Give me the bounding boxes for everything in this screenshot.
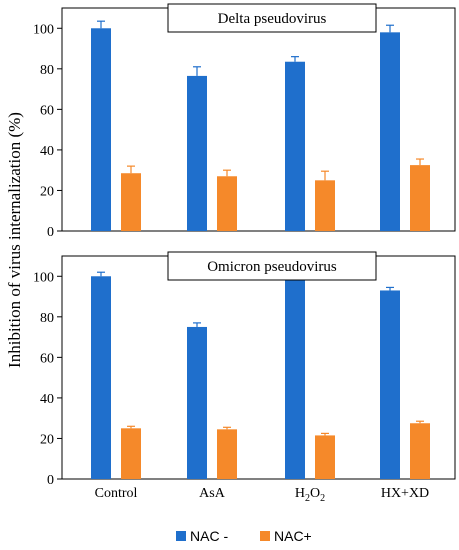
panel-title: Delta pseudovirus — [218, 11, 327, 27]
x-tick-label: Control — [95, 486, 138, 501]
x-axis-labels: Control AsA H2O2 HX+XD — [95, 486, 430, 504]
bar-nac-plus — [410, 423, 430, 479]
x-tick-label-part: H — [295, 486, 305, 501]
y-tick-label: 100 — [33, 22, 54, 37]
y-tick-label: 20 — [40, 184, 54, 199]
y-tick-label: 80 — [40, 63, 54, 78]
bar-nac-minus — [91, 28, 111, 231]
bar-nac-minus — [380, 32, 400, 232]
panel-title-box — [167, 3, 377, 33]
bar-nac-plus — [315, 180, 335, 231]
bar-nac-minus — [285, 61, 305, 231]
panel-title: Omicron pseudovirus — [207, 259, 337, 275]
bar-nac-minus — [380, 290, 400, 479]
y-tick-label: 60 — [40, 351, 54, 366]
bar-nac-minus — [187, 326, 207, 479]
bar-nac-plus — [121, 173, 141, 231]
x-tick-label-part: 2 — [320, 493, 325, 504]
legend-label: NAC - — [190, 528, 228, 544]
bar-nac-plus — [121, 428, 141, 479]
legend-swatch — [260, 531, 270, 541]
y-tick-label: 20 — [40, 432, 54, 447]
bar-nac-minus — [285, 280, 305, 479]
x-tick-label: HX+XD — [381, 486, 429, 501]
panel-title-box — [167, 251, 377, 281]
y-tick-label: 60 — [40, 103, 54, 118]
x-tick-label: H2O2 — [295, 486, 325, 504]
y-tick-label: 100 — [33, 270, 54, 285]
x-tick-label-part: O — [310, 486, 320, 501]
y-tick-label: 80 — [40, 311, 54, 326]
x-tick-label-part: 2 — [305, 493, 310, 504]
legend-label: NAC+ — [274, 528, 312, 544]
y-tick-label: 0 — [47, 225, 54, 240]
y-axis-title: Inhibition of virus internalization (%) — [5, 112, 24, 368]
y-tick-label: 40 — [40, 144, 54, 159]
panel-delta: 0 20 40 60 80 100 Delta pseudovirus — [33, 3, 456, 240]
bar-nac-plus — [217, 176, 237, 231]
x-tick-label: AsA — [199, 486, 226, 501]
legend: NAC - NAC+ — [176, 528, 312, 544]
bar-nac-minus — [187, 75, 207, 231]
bar-nac-minus — [91, 276, 111, 479]
bar-nac-plus — [217, 429, 237, 479]
legend-swatch — [176, 531, 186, 541]
bar-nac-plus — [410, 165, 430, 231]
y-tick-label: 40 — [40, 392, 54, 407]
bar-nac-plus — [315, 435, 335, 479]
y-tick-label: 0 — [47, 473, 54, 488]
panel-omicron: 0 20 40 60 80 100 Omicron pseudovirus — [33, 251, 456, 488]
